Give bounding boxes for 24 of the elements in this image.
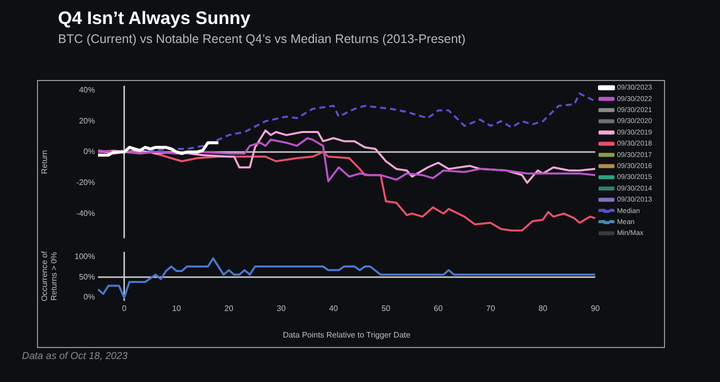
x-tick-label: 70 bbox=[486, 304, 496, 313]
y-axis-title: Return bbox=[40, 150, 50, 174]
x-tick-label: 20 bbox=[224, 304, 234, 313]
y-tick-label: -40% bbox=[76, 208, 95, 218]
y-tick-label: 0% bbox=[83, 147, 95, 156]
y-axis-title: Occurrence of Returns > 0% bbox=[40, 250, 59, 302]
chart-subtitle: BTC (Current) vs Notable Recent Q4’s vs Median Returns (2013-Present) bbox=[58, 32, 466, 46]
chart-title: Q4 Isn’t Always Sunny bbox=[58, 8, 250, 29]
x-tick-label: 10 bbox=[172, 304, 182, 313]
y-tick-label: 40% bbox=[78, 86, 95, 95]
text: Data as of Oct 18, 2023 bbox=[22, 350, 128, 363]
x-tick-label: 90 bbox=[590, 304, 600, 313]
y-tick-label: 0% bbox=[83, 292, 95, 302]
x-tick-label: 0 bbox=[122, 304, 127, 313]
y-tick-label: 20% bbox=[78, 116, 95, 126]
x-tick-label: 60 bbox=[434, 304, 444, 313]
y-tick-label: 50% bbox=[78, 272, 95, 282]
x-tick-label: 80 bbox=[538, 304, 548, 313]
x-tick-label: 50 bbox=[381, 304, 391, 313]
x-tick-label: 40 bbox=[329, 304, 339, 313]
x-tick-label: 30 bbox=[276, 304, 286, 313]
x-axis-title: Data Points Relative to Trigger Date bbox=[282, 330, 411, 340]
y-tick-label: -20% bbox=[76, 178, 95, 187]
y-tick-label: 100% bbox=[74, 252, 95, 261]
